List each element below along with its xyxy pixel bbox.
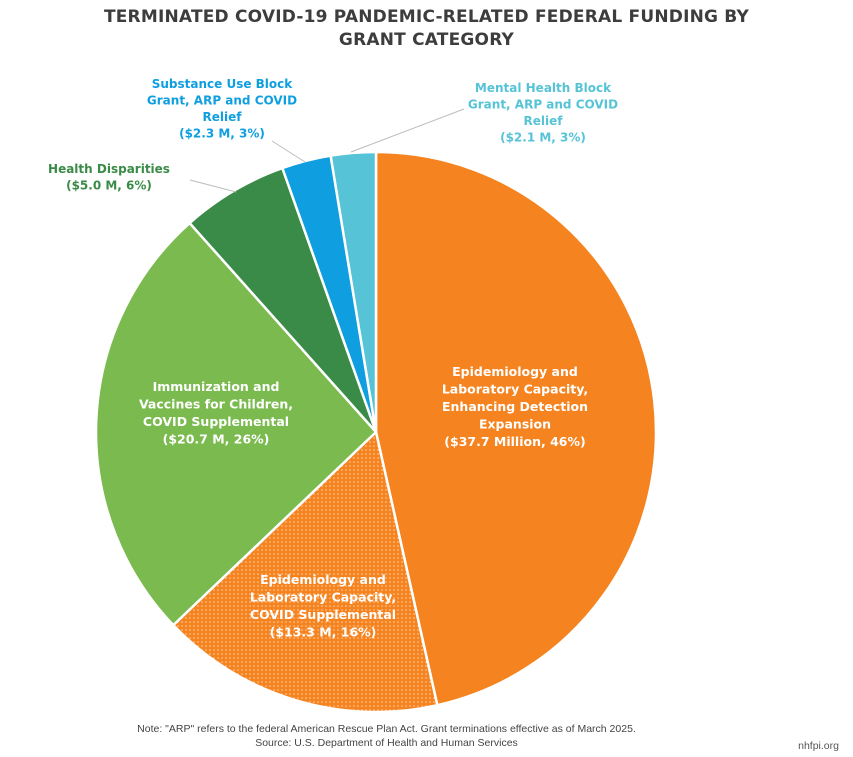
leader-line-substance-use — [271, 140, 306, 163]
slice-label-mental-health: Mental Health Block Grant, ARP and COVID R… — [468, 81, 618, 145]
slice-label-line: ($13.3 M, 16%) — [270, 625, 377, 640]
chart-title-line-1: TERMINATED COVID-19 PANDEMIC-RELATED FED… — [103, 7, 750, 27]
slice-label-line: ($20.7 M, 26%) — [163, 432, 270, 447]
slice-label-line: Grant, ARP and COVID — [468, 98, 618, 112]
slice-label-line: Epidemiology and — [452, 364, 578, 379]
slice-label-line: Immunization and — [153, 379, 280, 394]
slice-label-line: ($5.0 M, 6%) — [66, 179, 152, 193]
chart-note: Note: "ARP" refers to the federal Americ… — [0, 722, 773, 750]
slice-label-epi-expansion: Epidemiology and Laboratory Capacity, Enha… — [442, 364, 588, 449]
slice-label-line: Laboratory Capacity, — [250, 590, 396, 605]
slice-label-epi-covid: Epidemiology and Laboratory Capacity, COVI… — [250, 572, 396, 640]
source-text: Source: U.S. Department of Health and Hu… — [255, 737, 518, 749]
slice-label-line: Relief — [203, 110, 243, 124]
note-text: Note: "ARP" refers to the federal Americ… — [137, 723, 636, 735]
slice-label-line: ($37.7 Million, 46%) — [444, 434, 585, 449]
slice-label-health-disparities: Health Disparities ($5.0 M, 6%) — [48, 162, 170, 193]
slice-label-line: Grant, ARP and COVID — [147, 94, 297, 108]
slice-label-line: Epidemiology and — [260, 572, 386, 587]
pie-slice-mental-health — [329, 150, 378, 434]
slice-label-line: COVID Supplemental — [143, 414, 289, 429]
leader-line-health-disparities — [189, 179, 237, 193]
slice-label-line: Health Disparities — [48, 162, 170, 176]
chart-title: TERMINATED COVID-19 PANDEMIC-RELATED FED… — [0, 6, 853, 52]
slice-label-line: COVID Supplemental — [250, 607, 396, 622]
pie-slice-epi-covid — [172, 430, 439, 714]
chart-title-line-2: GRANT CATEGORY — [338, 30, 515, 50]
slice-label-line: Vaccines for Children, — [139, 397, 293, 412]
credit-text: nhfpi.org — [798, 740, 839, 752]
slice-label-line: Relief — [524, 114, 564, 128]
slice-label-line: Laboratory Capacity, — [442, 382, 588, 397]
slice-label-line: Enhancing Detection — [442, 399, 588, 414]
pie-slice-epi-expansion — [374, 150, 658, 707]
slice-label-immunization: Immunization and Vaccines for Children, CO… — [139, 379, 293, 447]
slice-label-line: Substance Use Block — [152, 77, 294, 91]
slice-label-line: Mental Health Block — [475, 81, 612, 95]
leader-line-mental-health — [350, 108, 465, 153]
slice-label-line: ($2.3 M, 3%) — [179, 127, 265, 141]
pie-slice-immunization — [94, 221, 378, 627]
slice-label-line: ($2.1 M, 3%) — [500, 131, 586, 145]
slice-label-line: Expansion — [479, 417, 551, 432]
slice-label-substance-use: Substance Use Block Grant, ARP and COVID R… — [147, 77, 297, 141]
